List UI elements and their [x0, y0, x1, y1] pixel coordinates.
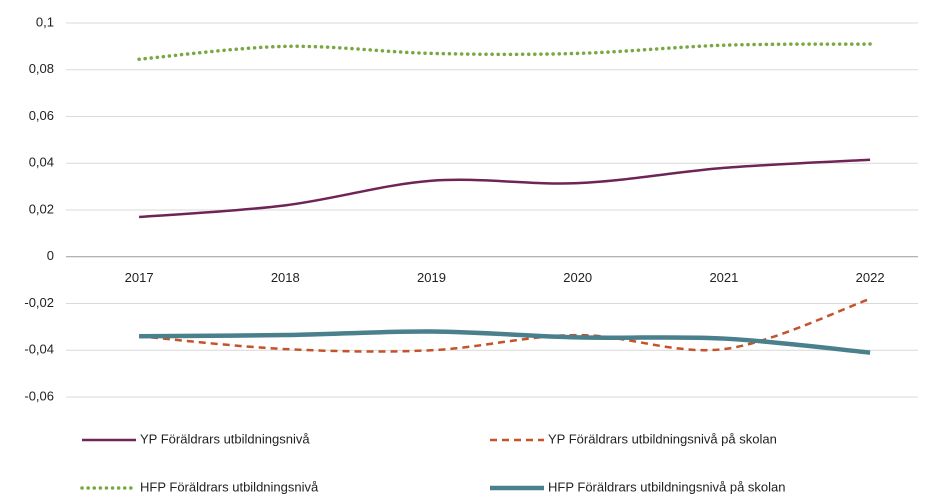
y-tick-label: 0,08: [29, 61, 54, 76]
x-tick-label: 2018: [271, 270, 300, 285]
legend-label: HFP Föräldrars utbildningsnivå: [140, 479, 319, 494]
legend-label: YP Föräldrars utbildningsnivå: [140, 431, 310, 446]
legend-label: HFP Föräldrars utbildningsnivå på skolan: [548, 479, 786, 494]
y-tick-label: 0: [47, 248, 54, 263]
series-line: [139, 329, 871, 355]
y-tick-label: -0,02: [24, 295, 54, 310]
series-line: [138, 297, 871, 353]
y-tick-label: 0,02: [29, 201, 54, 216]
x-tick-label: 2021: [709, 270, 738, 285]
y-tick-label: 0,06: [29, 108, 54, 123]
x-tick-label: 2017: [125, 270, 154, 285]
y-tick-label: -0,06: [24, 388, 54, 403]
y-tick-label: 0,04: [29, 155, 54, 170]
x-tick-label: 2020: [563, 270, 592, 285]
y-tick-label: 0,1: [36, 14, 54, 29]
legend-label: YP Föräldrars utbildningsnivå på skolan: [548, 431, 777, 446]
series-line: [137, 42, 872, 61]
x-tick-label: 2019: [417, 270, 446, 285]
y-tick-label: -0,04: [24, 342, 54, 357]
x-tick-label: 2022: [856, 270, 885, 285]
series-line: [139, 158, 871, 219]
